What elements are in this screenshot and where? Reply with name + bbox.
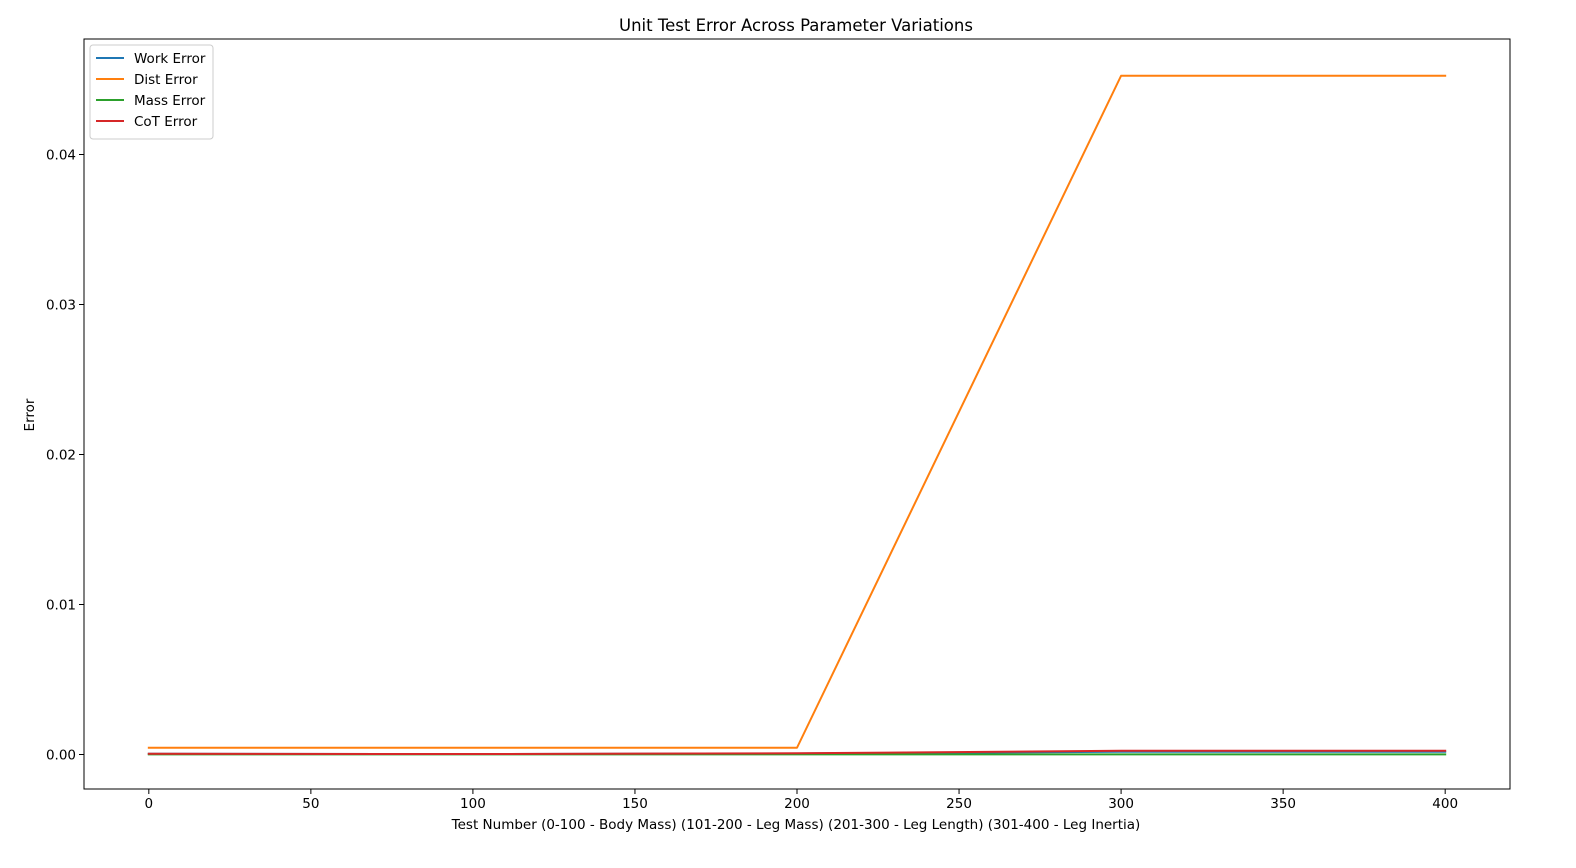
x-tick-label: 400 (1432, 796, 1458, 812)
y-axis-label: Error (22, 398, 38, 431)
legend: Work Error Dist Error Mass Error CoT Error (89, 44, 214, 140)
y-tick-label: 0.01 (46, 598, 76, 614)
series-line-dist-error (147, 74, 1447, 749)
plot-area (147, 74, 1447, 756)
legend-label: Work Error (134, 51, 206, 67)
chart-title: Unit Test Error Across Parameter Variati… (619, 16, 973, 35)
legend-label: Mass Error (134, 93, 206, 109)
x-axis-label: Test Number (0-100 - Body Mass) (101-200… (451, 817, 1141, 833)
x-tick-label: 200 (784, 796, 810, 812)
legend-label: CoT Error (134, 114, 198, 130)
series-lines (147, 74, 1447, 756)
x-tick-label: 350 (1270, 796, 1296, 812)
series-line-cot-error (147, 749, 1447, 756)
y-tick-label: 0.04 (46, 148, 76, 164)
plot-frame (83, 38, 1511, 790)
y-tick-label: 0.03 (46, 298, 76, 314)
x-tick-label: 300 (1108, 796, 1134, 812)
legend-box (89, 44, 214, 140)
x-tick-label: 50 (302, 796, 319, 812)
axes: 0 50 100 150 200 250 300 350 400 0.00 0.01 0.02 0.03… (46, 38, 1511, 812)
y-tick-label: 0.02 (46, 448, 76, 464)
x-tick-label: 150 (622, 796, 648, 812)
x-tick-label: 0 (145, 796, 154, 812)
y-tick-label: 0.00 (46, 748, 76, 764)
x-tick-label: 100 (460, 796, 486, 812)
x-tick-label: 250 (946, 796, 972, 812)
legend-label: Dist Error (134, 72, 198, 88)
